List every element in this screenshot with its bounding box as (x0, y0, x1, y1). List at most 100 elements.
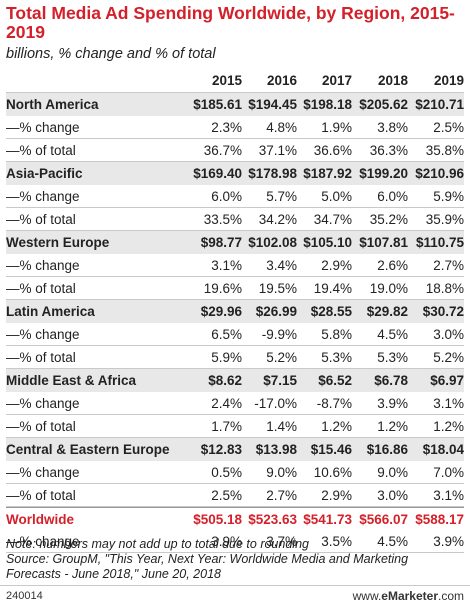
source-line: Source: GroupM, "This Year, Next Year: W… (6, 552, 409, 581)
table-cell: 1.2% (321, 419, 352, 434)
table-cell: 1.2% (433, 419, 464, 434)
table-cell: $199.20 (359, 166, 408, 181)
table-cell: $29.96 (200, 304, 242, 319)
table-subrow: —% change 6.5% -9.9% 5.8% 4.5% 3.0% (6, 323, 464, 346)
table-subrow: —% change 3.1% 3.4% 2.9% 2.6% 2.7% (6, 254, 464, 277)
table-cell: $6.97 (430, 373, 464, 388)
table-cell: 4.5% (377, 534, 408, 549)
table-cell: 2.9% (321, 488, 352, 503)
table-cell: 2.5% (211, 488, 242, 503)
table-cell: $28.55 (310, 304, 352, 319)
brand-name: eMarketer (381, 589, 438, 603)
table-cell: $7.15 (263, 373, 297, 388)
chart-title: Total Media Ad Spending Worldwide, by Re… (6, 3, 455, 42)
row-label: —% of total (6, 419, 76, 434)
table-cell: 5.9% (211, 350, 242, 365)
row-label: —% change (6, 189, 80, 204)
table-cell: 36.6% (313, 143, 352, 158)
table-cell: -9.9% (261, 327, 297, 342)
table-cell: 36.7% (203, 143, 242, 158)
row-label: North America (6, 97, 99, 112)
region-row: Asia-Pacific $169.40 $178.98 $187.92 $199.20… (6, 162, 464, 185)
data-table: 2015 2016 2017 2018 2019 North America $1… (6, 68, 464, 553)
brand-logo[interactable]: www.eMarketer.com (353, 589, 464, 603)
table-cell: -17.0% (254, 396, 297, 411)
table-subrow: —% of total 33.5% 34.2% 34.7% 35.2% 35.9% (6, 208, 464, 231)
row-label: Latin America (6, 304, 95, 319)
table-cell: 34.2% (258, 212, 297, 227)
table-cell: 2.3% (211, 120, 242, 135)
table-subrow: —% of total 2.5% 2.7% 2.9% 3.0% 3.1% (6, 484, 464, 507)
row-label: —% change (6, 120, 80, 135)
table-subrow: —% of total 5.9% 5.2% 5.3% 5.3% 5.2% (6, 346, 464, 369)
table-cell: 3.1% (433, 396, 464, 411)
table-cell: $566.07 (359, 512, 408, 527)
table-cell: 7.0% (433, 465, 464, 480)
table-cell: 1.7% (211, 419, 242, 434)
row-label: Middle East & Africa (6, 373, 137, 388)
table-subrow: —% of total 1.7% 1.4% 1.2% 1.2% 1.2% (6, 415, 464, 438)
table-cell: $169.40 (193, 166, 242, 181)
table-cell: 9.0% (377, 465, 408, 480)
table-cell: $16.86 (366, 442, 408, 457)
table-cell: 33.5% (203, 212, 242, 227)
table-cell: $6.52 (318, 373, 352, 388)
row-label: —% change (6, 534, 80, 549)
table-cell: 35.8% (425, 143, 464, 158)
table-cell: 19.6% (203, 281, 242, 296)
table-cell: 5.8% (321, 327, 352, 342)
region-row: Middle East & Africa $8.62 $7.15 $6.52 $6.78… (6, 369, 464, 392)
table-body: North America $185.61 $194.45 $198.18 $205.6… (6, 93, 464, 553)
table-cell: 3.9% (377, 396, 408, 411)
table-cell: $6.78 (374, 373, 408, 388)
table-cell: $12.83 (200, 442, 242, 457)
table-cell: 2.7% (266, 488, 297, 503)
table-cell: $187.92 (303, 166, 352, 181)
table-subrow: —% change 2.3% 4.8% 1.9% 3.8% 2.5% (6, 116, 464, 139)
table-cell: 37.1% (258, 143, 297, 158)
row-label: Western Europe (6, 235, 110, 250)
table-cell: $198.18 (303, 97, 352, 112)
column-header: 2019 (433, 73, 464, 88)
table-cell: 5.0% (321, 189, 352, 204)
brand-prefix: www. (352, 589, 382, 603)
table-cell: 3.7% (266, 534, 297, 549)
column-header: 2017 (321, 73, 352, 88)
table-cell: $13.98 (255, 442, 297, 457)
table-cell: $505.18 (193, 512, 242, 527)
table-cell: $8.62 (208, 373, 242, 388)
row-label: —% of total (6, 143, 76, 158)
footer: 240014 www.eMarketer.com (0, 585, 470, 607)
table-subrow: —% of total 19.6% 19.5% 19.4% 19.0% 18.8% (6, 277, 464, 300)
table-cell: 19.5% (258, 281, 297, 296)
table-cell: 18.8% (425, 281, 464, 296)
table-cell: $178.98 (248, 166, 297, 181)
table-cell: 2.6% (377, 258, 408, 273)
table-cell: 1.4% (266, 419, 297, 434)
table-cell: 10.6% (313, 465, 352, 480)
table-subrow: —% change 0.5% 9.0% 10.6% 9.0% 7.0% (6, 461, 464, 484)
table-cell: 2.5% (433, 120, 464, 135)
table-cell: $205.62 (359, 97, 408, 112)
table-cell: 5.9% (433, 189, 464, 204)
table-cell: 1.9% (321, 120, 352, 135)
worldwide-row: Worldwide $505.18 $523.63 $541.73 $566.07 $58… (6, 507, 464, 530)
table-subrow: —% change 2.4% -17.0% -8.7% 3.9% 3.1% (6, 392, 464, 415)
brand-suffix: .com (437, 589, 464, 603)
table-cell: 3.4% (266, 258, 297, 273)
table-cell: 19.4% (313, 281, 352, 296)
table-cell: 4.5% (377, 327, 408, 342)
table-cell: 5.3% (377, 350, 408, 365)
table-cell: 3.9% (433, 534, 464, 549)
table-cell: $29.82 (366, 304, 408, 319)
table-cell: 3.0% (433, 327, 464, 342)
table-cell: 34.7% (313, 212, 352, 227)
row-label: —% of total (6, 350, 76, 365)
table-cell: 3.9% (211, 534, 242, 549)
table-cell: 0.5% (211, 465, 242, 480)
table-cell: $102.08 (248, 235, 297, 250)
table-cell: 36.3% (369, 143, 408, 158)
table-cell: 6.0% (211, 189, 242, 204)
chart-subtitle: billions, % change and % of total (6, 46, 216, 62)
